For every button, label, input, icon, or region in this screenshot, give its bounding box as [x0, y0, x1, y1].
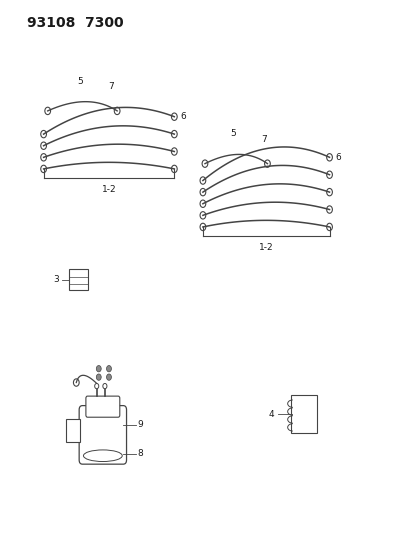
FancyBboxPatch shape: [290, 395, 316, 433]
Text: 4: 4: [268, 410, 274, 419]
Text: 1-2: 1-2: [258, 243, 273, 252]
Text: 3: 3: [53, 275, 59, 284]
Text: 7: 7: [108, 82, 114, 91]
Circle shape: [95, 383, 99, 389]
Circle shape: [102, 383, 107, 389]
Circle shape: [106, 366, 111, 372]
Text: 9: 9: [137, 420, 143, 429]
FancyBboxPatch shape: [66, 419, 80, 442]
Circle shape: [96, 374, 101, 381]
Text: 8: 8: [137, 449, 143, 458]
Bar: [69, 269, 87, 290]
Circle shape: [106, 374, 111, 381]
FancyBboxPatch shape: [85, 396, 119, 417]
Text: 6: 6: [180, 112, 186, 121]
Text: 5: 5: [230, 130, 236, 139]
Text: 7: 7: [261, 135, 266, 143]
Text: 93108  7300: 93108 7300: [27, 16, 123, 30]
FancyBboxPatch shape: [79, 406, 126, 464]
Text: 1-2: 1-2: [102, 185, 116, 194]
Text: 6: 6: [335, 153, 341, 162]
Text: 5: 5: [77, 77, 83, 86]
Ellipse shape: [83, 450, 122, 462]
Circle shape: [96, 366, 101, 372]
